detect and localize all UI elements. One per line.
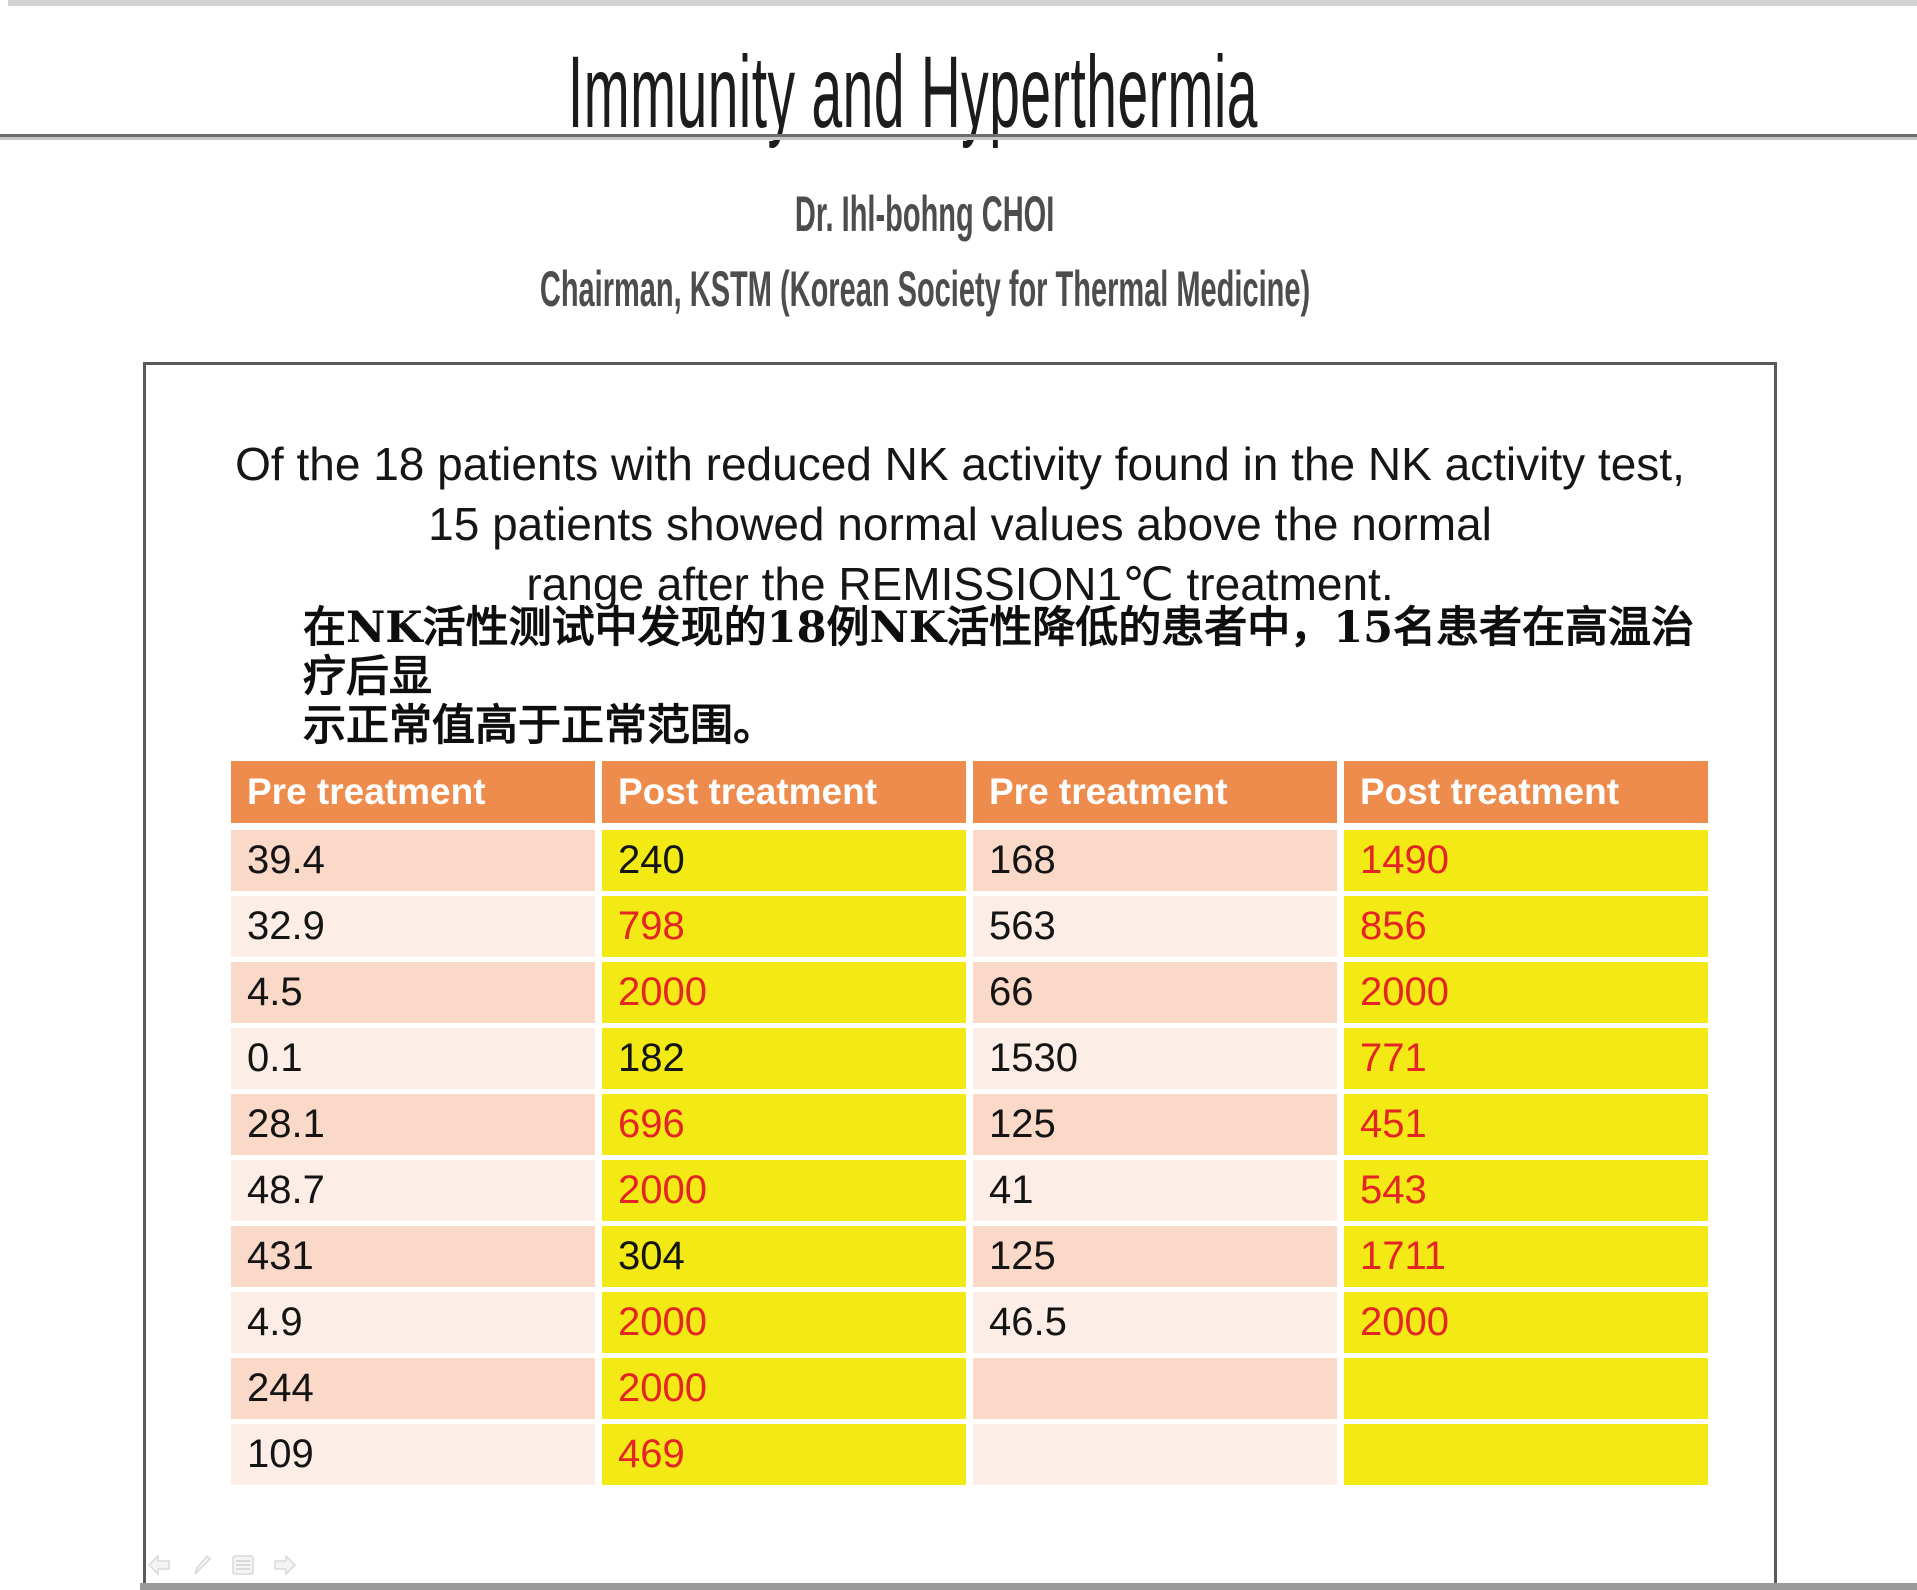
author-affiliation-line: Chairman, KSTM (Korean Society for Therm… — [539, 261, 1311, 317]
table-cell: 1711 — [1344, 1226, 1708, 1287]
pen-tool-button[interactable] — [188, 1552, 214, 1578]
table-cell: 2000 — [602, 1358, 966, 1419]
table-cell: 771 — [1344, 1028, 1708, 1089]
table-cell: 28.1 — [231, 1094, 595, 1155]
bottom-window-bar — [140, 1583, 1917, 1590]
table-cell: 39.4 — [231, 830, 595, 891]
table-cell: 2000 — [1344, 1292, 1708, 1353]
slide-menu-button[interactable] — [230, 1552, 256, 1578]
intro-chinese-line: 在NK活性测试中发现的18例NK活性降低的患者中，15名患者在高温治疗后显 — [303, 603, 1695, 702]
table-cell: 66 — [973, 962, 1337, 1023]
pen-icon — [194, 1554, 212, 1575]
table-cell: 431 — [231, 1226, 595, 1287]
table-cell: 46.5 — [973, 1292, 1337, 1353]
menu-icon — [232, 1555, 254, 1575]
table-cell: 304 — [602, 1226, 966, 1287]
table-cell: 244 — [231, 1358, 595, 1419]
table-cell — [1344, 1358, 1708, 1419]
table-row: 431 304 125 1711 — [231, 1226, 1708, 1287]
table-row: 0.1 182 1530 771 — [231, 1028, 1708, 1089]
table-cell: 0.1 — [231, 1028, 595, 1089]
data-table: Pre treatment Post treatment Pre treatment… — [231, 761, 1708, 1490]
table-cell — [1344, 1424, 1708, 1485]
top-window-bar — [8, 0, 1917, 6]
table-cell: 451 — [1344, 1094, 1708, 1155]
column-header: Pre treatment — [231, 761, 595, 823]
intro-english-line: Of the 18 patients with reduced NK activ… — [235, 438, 1685, 490]
table-row: 28.1 696 125 451 — [231, 1094, 1708, 1155]
table-cell: 856 — [1344, 896, 1708, 957]
table-cell: 48.7 — [231, 1160, 595, 1221]
table-header-row: Pre treatment Post treatment Pre treatment… — [231, 761, 1708, 823]
table-cell: 32.9 — [231, 896, 595, 957]
column-header: Pre treatment — [973, 761, 1337, 823]
intro-english-line: 15 patients showed normal values above t… — [428, 498, 1492, 550]
next-slide-button[interactable] — [272, 1552, 298, 1578]
table-cell: 125 — [973, 1226, 1337, 1287]
table-cell: 4.9 — [231, 1292, 595, 1353]
previous-slide-button[interactable] — [146, 1552, 172, 1578]
table-cell: 1530 — [973, 1028, 1337, 1089]
table-cell: 469 — [602, 1424, 966, 1485]
table-cell: 109 — [231, 1424, 595, 1485]
table-cell: 563 — [973, 896, 1337, 957]
table-row: 244 2000 — [231, 1358, 1708, 1419]
table-cell — [973, 1424, 1337, 1485]
page-title: Immunity and Hyperthermia — [567, 35, 1258, 149]
table-cell: 2000 — [602, 1160, 966, 1221]
author-name-line: Dr. Ihl-bohng CHOI — [795, 186, 1055, 242]
arrow-right-icon — [274, 1554, 297, 1576]
table-cell: 798 — [602, 896, 966, 957]
arrow-left-icon — [147, 1554, 170, 1576]
table-row: 48.7 2000 41 543 — [231, 1160, 1708, 1221]
table-cell: 240 — [602, 830, 966, 891]
slideshow-nav-controls — [146, 1552, 298, 1578]
column-header: Post treatment — [1344, 761, 1708, 823]
table-cell: 125 — [973, 1094, 1337, 1155]
table-cell: 2000 — [1344, 962, 1708, 1023]
table-cell: 168 — [973, 830, 1337, 891]
intro-english-text: Of the 18 patients with reduced NK activ… — [143, 434, 1777, 614]
table-cell — [973, 1358, 1337, 1419]
table-cell: 182 — [602, 1028, 966, 1089]
intro-english-line: range after the REMISSION1℃ treatment. — [526, 558, 1394, 610]
table-cell: 2000 — [602, 962, 966, 1023]
table-cell: 543 — [1344, 1160, 1708, 1221]
table-cell: 696 — [602, 1094, 966, 1155]
table-row: 4.5 2000 66 2000 — [231, 962, 1708, 1023]
table-cell: 2000 — [602, 1292, 966, 1353]
table-row: 109 469 — [231, 1424, 1708, 1485]
page-title-wrap: Immunity and Hyperthermia — [0, 40, 1826, 144]
intro-chinese-text: 在NK活性测试中发现的18例NK活性降低的患者中，15名患者在高温治疗后显 示正… — [303, 604, 1733, 751]
intro-chinese-line: 示正常值高于正常范围。 — [303, 701, 776, 751]
table-cell: 4.5 — [231, 962, 595, 1023]
table-row: 39.4 240 168 1490 — [231, 830, 1708, 891]
title-divider — [0, 134, 1917, 137]
table-row: 32.9 798 563 856 — [231, 896, 1708, 957]
table-cell: 41 — [973, 1160, 1337, 1221]
column-header: Post treatment — [602, 761, 966, 823]
table-row: 4.9 2000 46.5 2000 — [231, 1292, 1708, 1353]
table-cell: 1490 — [1344, 830, 1708, 891]
author-block: Dr. Ihl-bohng CHOI Chairman, KSTM (Korea… — [0, 183, 1850, 333]
